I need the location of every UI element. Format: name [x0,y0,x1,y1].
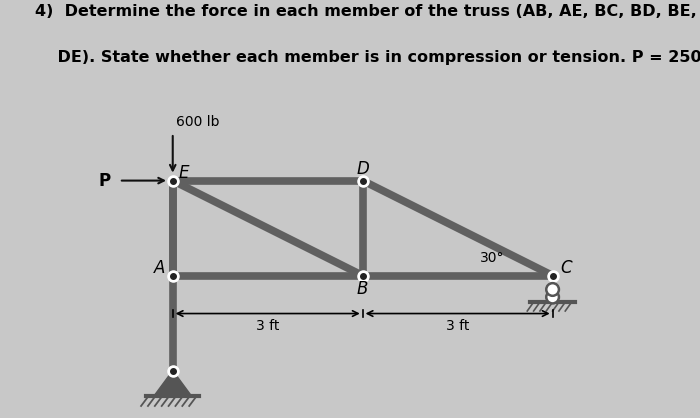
Text: E: E [179,164,190,182]
Text: B: B [357,280,368,298]
Text: 600 lb: 600 lb [176,115,219,129]
Text: 4)  Determine the force in each member of the truss (AB, AE, BC, BD, BE, CD,: 4) Determine the force in each member of… [35,4,700,19]
Circle shape [546,291,559,303]
Text: P: P [98,172,111,190]
Text: D: D [356,160,369,178]
Polygon shape [155,370,190,395]
Text: 3 ft: 3 ft [446,319,469,333]
Text: A: A [155,259,166,277]
Text: DE). State whether each member is in compression or tension. P = 250 lb.: DE). State whether each member is in com… [35,50,700,65]
Text: 30°: 30° [480,251,505,265]
Text: C: C [561,259,573,277]
Circle shape [546,283,559,296]
Text: 3 ft: 3 ft [256,319,279,333]
